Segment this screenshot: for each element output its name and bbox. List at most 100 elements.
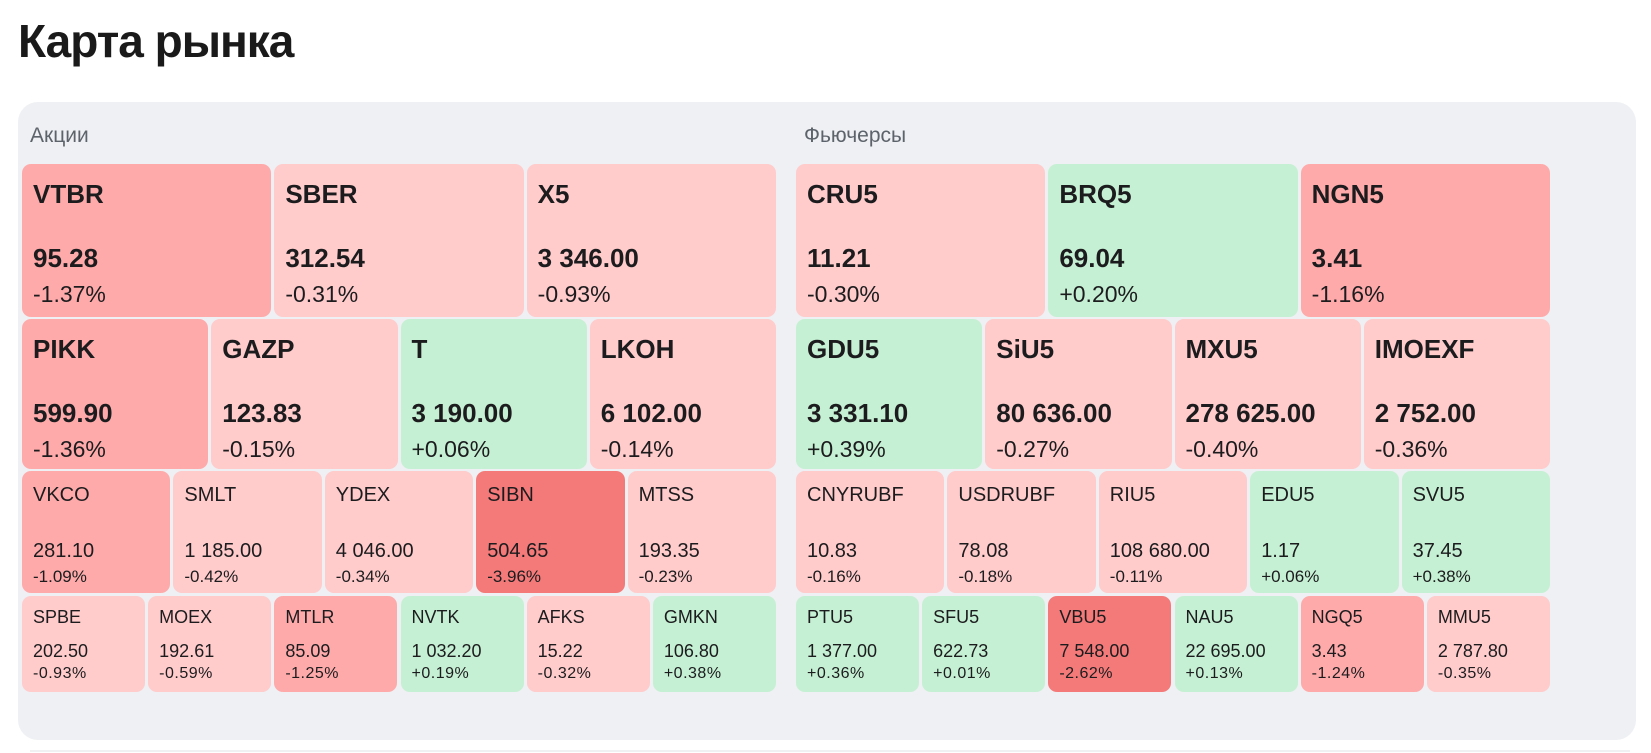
tile-spbe[interactable]: SPBE 202.50 -0.93% xyxy=(22,596,146,692)
tile-change: -0.35% xyxy=(1437,665,1492,682)
tile-gazp[interactable]: GAZP 123.83 -0.15% xyxy=(211,319,398,469)
tile-price: 504.65 xyxy=(487,540,549,562)
tile-sber[interactable]: SBER 312.54 -0.31% xyxy=(274,164,524,317)
tile-change: -0.16% xyxy=(807,567,861,586)
tile-change: -0.93% xyxy=(33,665,87,682)
tile-nvtk[interactable]: NVTK 1 032.20 +0.19% xyxy=(400,596,524,692)
tile-change: -0.42% xyxy=(184,567,239,586)
tile-mmu5[interactable]: MMU5 2 787.80 -0.35% xyxy=(1426,596,1550,692)
tile-change: -0.40% xyxy=(1185,436,1259,462)
tile-ngn5[interactable]: NGN5 3.41 -1.16% xyxy=(1300,164,1550,317)
tile-change: +0.38% xyxy=(663,665,722,682)
tile-ngq5[interactable]: NGQ5 3.43 -1.24% xyxy=(1300,596,1424,692)
tile-mxu5[interactable]: MXU5 278 625.00 -0.40% xyxy=(1174,319,1361,469)
tile-price: 106.80 xyxy=(663,641,719,661)
tile-change: -0.27% xyxy=(996,436,1070,462)
tile-change: -0.14% xyxy=(600,436,674,462)
tile-price: 78.08 xyxy=(958,540,1009,562)
tile-ticker: CNYRUBF xyxy=(807,484,904,506)
tile-change: -1.25% xyxy=(285,665,340,682)
tile-change: -1.16% xyxy=(1311,281,1385,307)
tile-ydex[interactable]: YDEX 4 046.00 -0.34% xyxy=(324,471,474,593)
tile-change: +0.19% xyxy=(411,665,470,682)
tile-riu5[interactable]: RIU5 108 680.00 -0.11% xyxy=(1098,471,1248,593)
tile-price: 312.54 xyxy=(285,243,365,273)
tile-change: -1.37% xyxy=(33,281,106,307)
tile-ticker: SVU5 xyxy=(1412,484,1465,506)
tile-usdrubf[interactable]: USDRUBF 78.08 -0.18% xyxy=(947,471,1096,593)
page-title: Карта рынка xyxy=(18,15,294,67)
tile-change: -0.15% xyxy=(222,436,296,462)
tile-vtbr[interactable]: VTBR 95.28 -1.37% xyxy=(22,164,272,317)
tile-price: 622.73 xyxy=(933,641,989,661)
tile-ticker: RIU5 xyxy=(1109,484,1156,506)
tile-price: 123.83 xyxy=(222,398,302,428)
tile-ticker: MTLR xyxy=(285,607,335,627)
tile-ticker: GAZP xyxy=(222,334,295,364)
tile-price: 3.41 xyxy=(1311,243,1363,273)
tile-lkoh[interactable]: LKOH 6 102.00 -0.14% xyxy=(589,319,776,469)
tile-imoexf[interactable]: IMOEXF 2 752.00 -0.36% xyxy=(1363,319,1550,469)
tile-ticker: NAU5 xyxy=(1185,607,1234,627)
tile-gdu5[interactable]: GDU5 3 331.10 +0.39% xyxy=(796,319,983,469)
tile-pikk[interactable]: PIKK 599.90 -1.36% xyxy=(22,319,209,469)
tile-price: 3 331.10 xyxy=(807,398,909,428)
tile-ticker: SBER xyxy=(285,179,358,209)
tile-price: 3 346.00 xyxy=(537,243,639,273)
tile-afks[interactable]: AFKS 15.22 -0.32% xyxy=(526,596,650,692)
tile-mtss[interactable]: MTSS 193.35 -0.23% xyxy=(627,471,776,593)
tile-ticker: NGQ5 xyxy=(1311,607,1363,627)
tile-change: -0.23% xyxy=(638,567,693,586)
tile-t[interactable]: T 3 190.00 +0.06% xyxy=(400,319,587,469)
tile-brq5[interactable]: BRQ5 69.04 +0.20% xyxy=(1048,164,1298,317)
tile-change: -0.31% xyxy=(285,281,359,307)
tile-change: -1.36% xyxy=(33,436,106,462)
tile-x5[interactable]: X5 3 346.00 -0.93% xyxy=(526,164,776,317)
tile-ticker: SFU5 xyxy=(933,607,980,627)
tile-change: -2.62% xyxy=(1059,665,1114,682)
tile-change: -0.93% xyxy=(537,281,611,307)
tile-nau5[interactable]: NAU5 22 695.00 +0.13% xyxy=(1174,596,1298,692)
tile-sfu5[interactable]: SFU5 622.73 +0.01% xyxy=(922,596,1046,692)
tile-edu5[interactable]: EDU5 1.17 +0.06% xyxy=(1250,471,1399,593)
tile-price: 3 190.00 xyxy=(411,398,513,428)
tile-price: 192.61 xyxy=(159,641,215,661)
tile-price: 10.83 xyxy=(807,540,858,562)
tile-change: +0.39% xyxy=(807,436,886,462)
tile-ticker: SiU5 xyxy=(996,334,1055,364)
tile-ticker: IMOEXF xyxy=(1374,334,1475,364)
tile-price: 1 377.00 xyxy=(807,641,878,661)
tile-change: -0.32% xyxy=(537,665,592,682)
tile-vbu5[interactable]: VBU5 7 548.00 -2.62% xyxy=(1048,596,1172,692)
tile-ticker: SPBE xyxy=(33,607,82,627)
tile-price: 85.09 xyxy=(285,641,331,661)
tile-change: -0.18% xyxy=(958,567,1013,586)
tile-ticker: MXU5 xyxy=(1185,334,1258,364)
tile-mtlr[interactable]: MTLR 85.09 -1.25% xyxy=(274,596,398,692)
tile-price: 281.10 xyxy=(33,540,95,562)
tile-ticker: VTBR xyxy=(33,179,104,209)
tile-ticker: AFKS xyxy=(537,607,585,627)
tile-cnyrubf[interactable]: CNYRUBF 10.83 -0.16% xyxy=(796,471,945,593)
tile-ptu5[interactable]: PTU5 1 377.00 +0.36% xyxy=(796,596,920,692)
tile-vkco[interactable]: VKCO 281.10 -1.09% xyxy=(22,471,171,593)
tile-price: 1 032.20 xyxy=(411,641,482,661)
tile-svu5[interactable]: SVU5 37.45 +0.38% xyxy=(1401,471,1550,593)
tile-ticker: LKOH xyxy=(600,334,675,364)
section-label-stocks: Акции xyxy=(30,124,89,147)
tile-price: 15.22 xyxy=(537,641,583,661)
tile-ticker: GMKN xyxy=(663,607,718,627)
tile-change: -1.24% xyxy=(1311,665,1366,682)
tile-change: -0.34% xyxy=(335,567,390,586)
tile-moex[interactable]: MOEX 192.61 -0.59% xyxy=(148,596,272,692)
tile-sibn[interactable]: SIBN 504.65 -3.96% xyxy=(476,471,625,593)
tile-change: -3.96% xyxy=(487,567,542,586)
tile-smlt[interactable]: SMLT 1 185.00 -0.42% xyxy=(173,471,322,593)
tile-ticker: NGN5 xyxy=(1311,179,1384,209)
tile-price: 80 636.00 xyxy=(996,398,1112,428)
tile-price: 278 625.00 xyxy=(1185,398,1316,428)
tile-cru5[interactable]: CRU5 11.21 -0.30% xyxy=(796,164,1046,317)
tile-price: 6 102.00 xyxy=(600,398,702,428)
tile-gmkn[interactable]: GMKN 106.80 +0.38% xyxy=(652,596,776,692)
tile-siu5[interactable]: SiU5 80 636.00 -0.27% xyxy=(985,319,1172,469)
